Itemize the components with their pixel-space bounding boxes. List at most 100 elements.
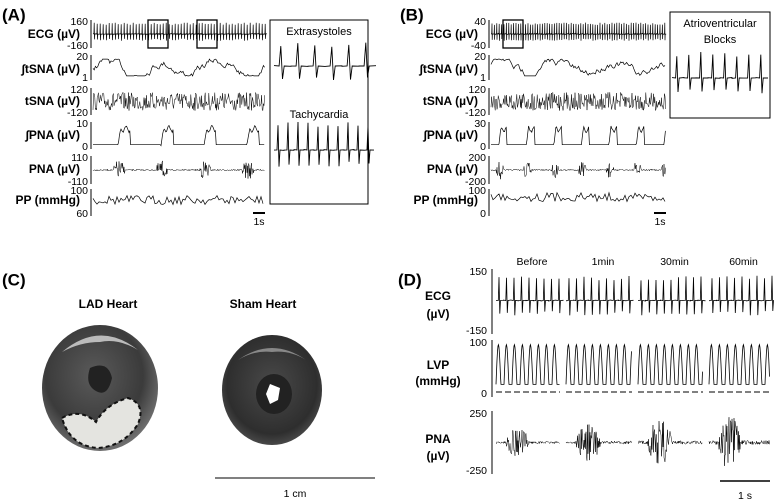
trace <box>708 275 774 316</box>
inset-box <box>269 19 369 205</box>
trace <box>92 194 264 206</box>
trace-label: LVP <box>427 358 449 372</box>
inset-title: Extrasystoles <box>286 26 352 38</box>
trace <box>92 58 265 77</box>
axis-tick-label: 0 <box>481 388 487 400</box>
axis-tick-label: 150 <box>469 266 487 278</box>
trace <box>92 22 268 41</box>
axis-tick-label: -160 <box>67 40 88 52</box>
axis-tick-label: -150 <box>466 325 487 337</box>
axis-tick-label: 200 <box>468 152 486 164</box>
column-label: 30min <box>660 256 689 268</box>
trace-label: ECG <box>425 289 451 303</box>
axis-tick-label: 10 <box>76 118 88 130</box>
trace <box>637 343 703 385</box>
trace-label: (µV) <box>427 449 450 463</box>
axis-tick-label: 120 <box>70 84 88 96</box>
axis-tick-label: 0 <box>480 141 486 153</box>
axis-tick-label: 1 <box>82 72 88 84</box>
trace <box>490 162 666 180</box>
axis-tick-label: -250 <box>466 465 487 477</box>
axis-tick-label: 250 <box>469 408 487 420</box>
axis-tick-label: 100 <box>70 185 88 197</box>
heart-label: LAD Heart <box>79 297 138 311</box>
panel-label: (C) <box>2 270 26 289</box>
trace-label: PP (mmHg) <box>16 193 80 207</box>
trace <box>490 58 666 77</box>
axis-tick-label: 100 <box>468 185 486 197</box>
trace-label: ECG (µV) <box>426 27 478 41</box>
axis-tick-label: 40 <box>474 16 486 28</box>
trace <box>708 417 770 466</box>
trace <box>273 42 377 81</box>
scale-label: 1 cm <box>284 488 307 500</box>
trace <box>495 343 560 385</box>
trace-label: ∫PNA (µV) <box>423 128 478 142</box>
trace-label: ∫PNA (µV) <box>25 128 80 142</box>
axis-tick-label: 60 <box>76 208 88 220</box>
trace-label: PNA (µV) <box>427 162 478 176</box>
scale-label: 1s <box>654 216 665 228</box>
inset-title: Tachycardia <box>290 109 350 121</box>
axis-tick-label: 0 <box>82 141 88 153</box>
column-label: 60min <box>729 256 758 268</box>
panel-label: (B) <box>400 5 424 24</box>
trace <box>92 91 265 112</box>
trace-label: (µV) <box>427 307 450 321</box>
axis-tick-label: 0 <box>480 208 486 220</box>
trace <box>491 125 666 146</box>
trace <box>495 430 560 456</box>
trace <box>565 424 632 461</box>
trace <box>708 343 770 385</box>
inset-box <box>669 11 771 119</box>
axis-tick-label: 20 <box>76 51 88 63</box>
trace <box>495 276 564 316</box>
trace <box>490 191 666 203</box>
trace <box>273 121 375 167</box>
trace <box>637 276 706 316</box>
panel-label: (D) <box>398 270 422 289</box>
trace <box>637 421 703 464</box>
trace-label: PNA <box>425 432 451 446</box>
trace-label: ECG (µV) <box>28 27 80 41</box>
axis-tick-label: -40 <box>471 40 486 52</box>
trace-label: ∫tSNA (µV) <box>21 62 80 76</box>
trace-label: tSNA (µV) <box>423 94 478 108</box>
trace <box>565 275 634 316</box>
scale-label: 1s <box>253 216 264 228</box>
highlight-box <box>147 19 169 49</box>
trace-label: PP (mmHg) <box>414 193 478 207</box>
trace-label: PNA (µV) <box>29 162 80 176</box>
lad-heart-image <box>42 325 158 451</box>
trace <box>490 22 667 41</box>
axis-tick-label: 1 <box>480 72 486 84</box>
axis-tick-label: -200 <box>465 176 486 188</box>
scale-label: 1 s <box>738 490 752 502</box>
highlight-box <box>502 19 524 49</box>
axis-tick-label: 100 <box>469 337 487 349</box>
axis-tick-label: 120 <box>468 84 486 96</box>
trace-label: (mmHg) <box>415 374 460 388</box>
trace <box>490 92 666 112</box>
axis-tick-label: 20 <box>474 51 486 63</box>
column-label: Before <box>517 256 548 268</box>
inset-title: Atrioventricular <box>683 18 757 30</box>
axis-tick-label: -120 <box>465 107 486 119</box>
heart-label: Sham Heart <box>230 297 297 311</box>
trace <box>565 343 632 385</box>
axis-tick-label: -120 <box>67 107 88 119</box>
axis-tick-label: 110 <box>71 152 88 164</box>
column-label: 1min <box>592 256 615 268</box>
trace-label: tSNA (µV) <box>25 94 80 108</box>
trace <box>671 51 768 94</box>
sham-heart-image <box>222 335 322 445</box>
trace <box>93 124 265 147</box>
inset-title: Blocks <box>704 34 737 46</box>
highlight-box <box>196 19 218 49</box>
panel-label: (A) <box>2 5 26 24</box>
axis-tick-label: 160 <box>70 16 88 28</box>
axis-tick-label: -110 <box>68 176 88 188</box>
trace <box>92 160 265 179</box>
trace-label: ∫tSNA (µV) <box>419 62 478 76</box>
